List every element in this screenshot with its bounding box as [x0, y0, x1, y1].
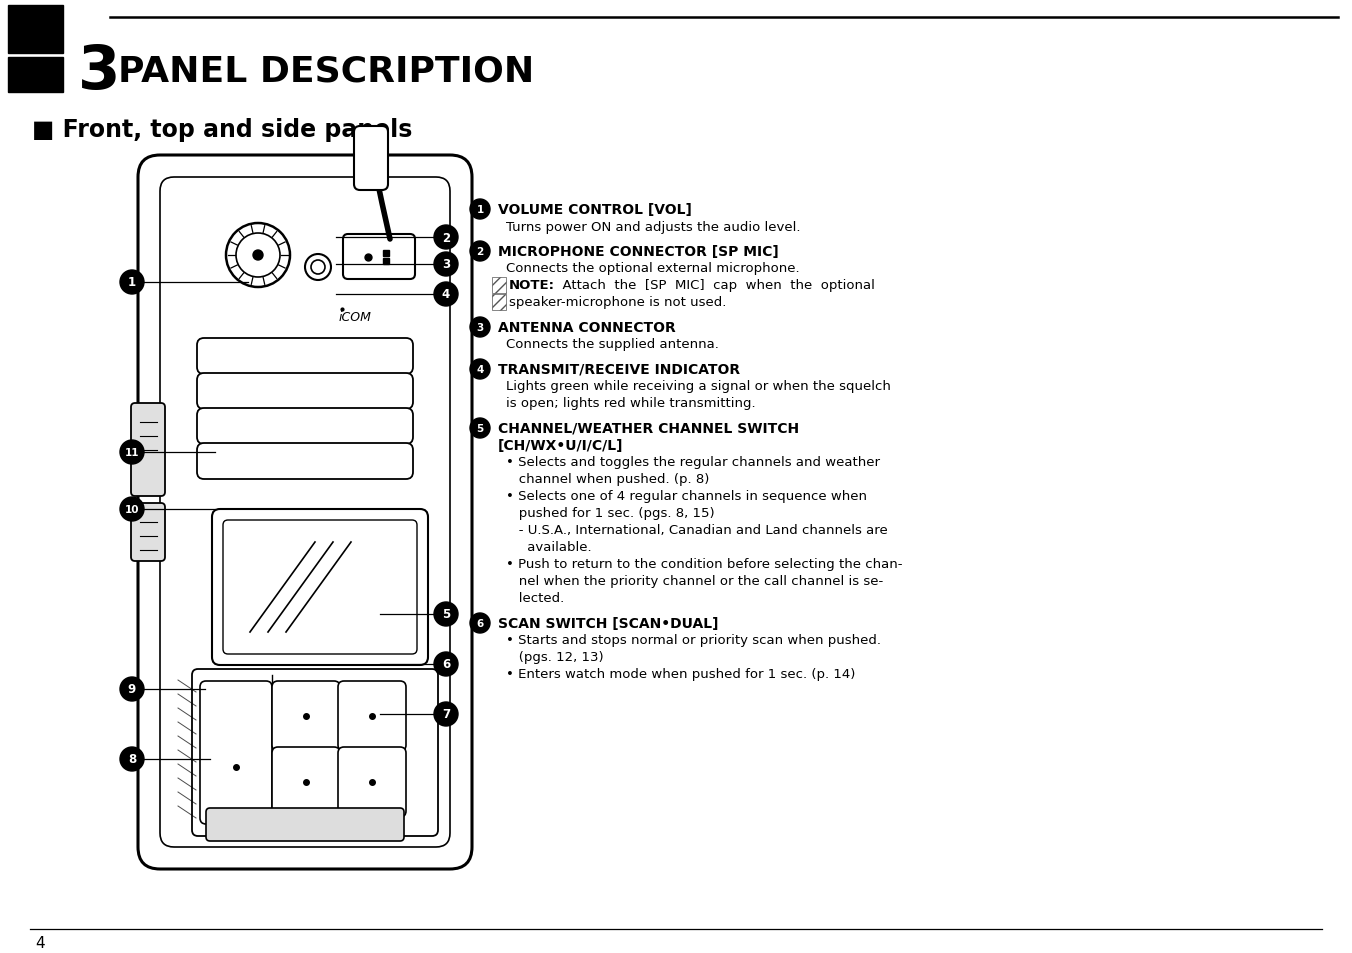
Text: Connects the optional external microphone.: Connects the optional external microphon…	[506, 262, 799, 275]
Text: 4: 4	[442, 288, 450, 301]
Bar	[8, 58, 64, 92]
Text: 3: 3	[476, 323, 484, 333]
Circle shape	[434, 283, 458, 307]
Circle shape	[120, 497, 145, 521]
FancyBboxPatch shape	[197, 338, 412, 375]
FancyBboxPatch shape	[272, 747, 339, 817]
Circle shape	[226, 224, 289, 288]
FancyBboxPatch shape	[212, 510, 429, 665]
Text: NOTE:: NOTE:	[508, 279, 556, 293]
Text: 5: 5	[442, 608, 450, 620]
Circle shape	[120, 440, 145, 464]
Circle shape	[253, 251, 264, 261]
FancyBboxPatch shape	[223, 520, 416, 655]
Text: 2: 2	[476, 247, 484, 256]
Text: 10: 10	[124, 504, 139, 515]
Text: 4: 4	[35, 936, 45, 950]
Circle shape	[306, 254, 331, 281]
Text: iCOM: iCOM	[338, 312, 372, 324]
Text: SCAN SWITCH [SCAN•DUAL]: SCAN SWITCH [SCAN•DUAL]	[498, 617, 718, 630]
Circle shape	[434, 702, 458, 726]
Text: pushed for 1 sec. (pgs. 8, 15): pushed for 1 sec. (pgs. 8, 15)	[506, 507, 715, 520]
Text: VOLUME CONTROL [VOL]: VOLUME CONTROL [VOL]	[498, 203, 692, 216]
FancyBboxPatch shape	[338, 747, 406, 817]
Text: speaker-microphone is not used.: speaker-microphone is not used.	[508, 296, 726, 309]
Text: • Enters watch mode when pushed for 1 sec. (p. 14): • Enters watch mode when pushed for 1 se…	[506, 668, 856, 680]
FancyBboxPatch shape	[197, 409, 412, 444]
Text: 6: 6	[442, 658, 450, 671]
FancyBboxPatch shape	[197, 374, 412, 410]
Circle shape	[470, 200, 489, 220]
Text: • Selects one of 4 regular channels in sequence when: • Selects one of 4 regular channels in s…	[506, 490, 867, 503]
Circle shape	[470, 242, 489, 262]
FancyBboxPatch shape	[492, 277, 506, 294]
Circle shape	[120, 271, 145, 294]
Text: 7: 7	[442, 708, 450, 720]
Text: TRANSMIT/RECEIVE INDICATOR: TRANSMIT/RECEIVE INDICATOR	[498, 363, 740, 376]
Text: nel when the priority channel or the call channel is se-: nel when the priority channel or the cal…	[506, 575, 883, 588]
Text: lected.: lected.	[506, 592, 564, 605]
Text: CHANNEL/WEATHER CHANNEL SWITCH: CHANNEL/WEATHER CHANNEL SWITCH	[498, 421, 799, 436]
Circle shape	[311, 261, 324, 274]
Text: ANTENNA CONNECTOR: ANTENNA CONNECTOR	[498, 320, 676, 335]
FancyBboxPatch shape	[272, 681, 339, 751]
Circle shape	[434, 253, 458, 276]
Text: 3: 3	[442, 258, 450, 272]
Text: • Starts and stops normal or priority scan when pushed.: • Starts and stops normal or priority sc…	[506, 634, 882, 647]
Text: [CH/WX•U/I/C/L]: [CH/WX•U/I/C/L]	[498, 438, 623, 453]
Text: 8: 8	[128, 753, 137, 765]
Text: 1: 1	[128, 276, 137, 289]
FancyBboxPatch shape	[338, 681, 406, 751]
Text: 6: 6	[476, 618, 484, 628]
Circle shape	[434, 226, 458, 250]
Text: 5: 5	[476, 423, 484, 434]
Text: 1: 1	[476, 205, 484, 214]
FancyBboxPatch shape	[192, 669, 438, 836]
FancyBboxPatch shape	[354, 127, 388, 191]
Text: 3: 3	[78, 43, 120, 101]
Text: Turns power ON and adjusts the audio level.: Turns power ON and adjusts the audio lev…	[506, 220, 800, 233]
Text: channel when pushed. (p. 8): channel when pushed. (p. 8)	[506, 473, 710, 486]
FancyBboxPatch shape	[343, 234, 415, 280]
FancyBboxPatch shape	[138, 156, 472, 869]
Circle shape	[470, 614, 489, 634]
Text: Lights green while receiving a signal or when the squelch: Lights green while receiving a signal or…	[506, 380, 891, 393]
Text: available.: available.	[506, 541, 592, 554]
Text: 9: 9	[128, 682, 137, 696]
Circle shape	[470, 359, 489, 379]
Text: ■ Front, top and side panels: ■ Front, top and side panels	[32, 118, 412, 142]
Circle shape	[434, 652, 458, 677]
FancyBboxPatch shape	[131, 403, 165, 497]
Circle shape	[120, 747, 145, 771]
Text: MICROPHONE CONNECTOR [SP MIC]: MICROPHONE CONNECTOR [SP MIC]	[498, 245, 779, 258]
Text: Connects the supplied antenna.: Connects the supplied antenna.	[506, 338, 719, 351]
FancyBboxPatch shape	[200, 681, 272, 824]
Bar	[8, 6, 64, 54]
Text: • Push to return to the condition before selecting the chan-: • Push to return to the condition before…	[506, 558, 903, 571]
FancyBboxPatch shape	[206, 808, 404, 841]
Text: 4: 4	[476, 365, 484, 375]
FancyBboxPatch shape	[197, 443, 412, 479]
FancyBboxPatch shape	[492, 294, 506, 311]
Text: - U.S.A., International, Canadian and Land channels are: - U.S.A., International, Canadian and La…	[506, 524, 888, 537]
FancyBboxPatch shape	[160, 178, 450, 847]
Circle shape	[237, 233, 280, 277]
Text: Attach  the  [SP  MIC]  cap  when  the  optional: Attach the [SP MIC] cap when the optiona…	[554, 279, 875, 293]
Text: PANEL DESCRIPTION: PANEL DESCRIPTION	[118, 55, 534, 89]
Text: • Selects and toggles the regular channels and weather: • Selects and toggles the regular channe…	[506, 456, 880, 469]
FancyBboxPatch shape	[131, 503, 165, 561]
Circle shape	[470, 418, 489, 438]
Circle shape	[470, 317, 489, 337]
Text: 2: 2	[442, 232, 450, 244]
Text: (pgs. 12, 13): (pgs. 12, 13)	[506, 651, 603, 664]
Circle shape	[120, 678, 145, 701]
Text: is open; lights red while transmitting.: is open; lights red while transmitting.	[506, 397, 756, 410]
Text: 11: 11	[124, 448, 139, 457]
Circle shape	[434, 602, 458, 626]
